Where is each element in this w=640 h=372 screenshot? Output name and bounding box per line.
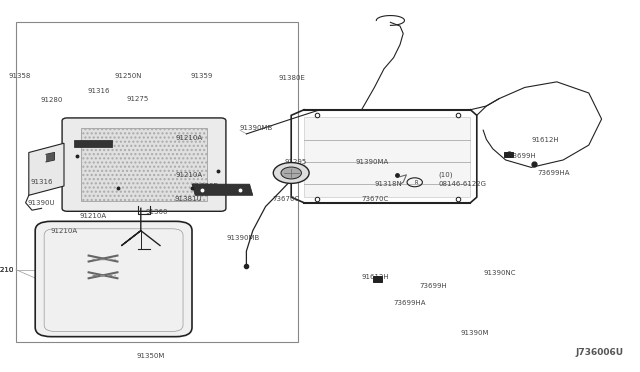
Text: 91390MB: 91390MB <box>227 235 260 241</box>
FancyBboxPatch shape <box>35 221 192 337</box>
Text: 73670C: 73670C <box>362 196 389 202</box>
Text: 91358: 91358 <box>8 73 30 79</box>
Text: 91390MA: 91390MA <box>355 159 388 165</box>
Text: 91295: 91295 <box>285 159 307 165</box>
Circle shape <box>281 167 301 179</box>
Text: 73699H: 73699H <box>419 283 447 289</box>
Text: 91275: 91275 <box>127 96 148 102</box>
Polygon shape <box>74 140 112 147</box>
Bar <box>16 22 298 342</box>
Text: 91390M: 91390M <box>461 330 490 336</box>
Text: 91360: 91360 <box>145 209 168 215</box>
Text: J736006U: J736006U <box>576 348 624 357</box>
Text: 91316: 91316 <box>30 179 53 185</box>
Text: 91210: 91210 <box>0 267 14 273</box>
Text: 91380E: 91380E <box>278 75 305 81</box>
Text: 91390U: 91390U <box>28 200 56 206</box>
Text: 91210A: 91210A <box>79 213 106 219</box>
Text: 91210: 91210 <box>0 267 14 273</box>
Text: 91359: 91359 <box>191 73 212 79</box>
Text: R: R <box>414 180 418 185</box>
Bar <box>373 276 382 282</box>
Text: 91280: 91280 <box>40 97 62 103</box>
Text: 91210A: 91210A <box>175 172 202 178</box>
FancyBboxPatch shape <box>62 118 226 211</box>
Text: 91250N: 91250N <box>115 73 141 79</box>
Bar <box>304 117 470 197</box>
Polygon shape <box>192 184 253 195</box>
Text: 91381U: 91381U <box>175 196 203 202</box>
Text: 91380E: 91380E <box>191 183 218 189</box>
Text: 91316: 91316 <box>88 88 111 94</box>
Text: 91210A: 91210A <box>51 228 77 234</box>
Text: 91612H: 91612H <box>531 137 559 142</box>
Bar <box>81 128 207 201</box>
Text: 08146-6122G: 08146-6122G <box>438 181 486 187</box>
Text: 91210A: 91210A <box>175 135 202 141</box>
Text: 91210: 91210 <box>0 267 14 273</box>
Text: 91390MB: 91390MB <box>240 125 273 131</box>
Bar <box>504 152 513 157</box>
Text: 73699HA: 73699HA <box>538 170 570 176</box>
Text: 73670C: 73670C <box>272 196 300 202</box>
Text: 91612H: 91612H <box>362 274 389 280</box>
Text: 91318N: 91318N <box>374 181 402 187</box>
Text: 91350M: 91350M <box>136 353 164 359</box>
Polygon shape <box>29 143 64 195</box>
Text: 73699HA: 73699HA <box>394 300 426 306</box>
Circle shape <box>273 163 309 183</box>
Text: 91390NC: 91390NC <box>483 270 516 276</box>
Polygon shape <box>46 153 54 162</box>
Text: (10): (10) <box>438 171 453 178</box>
Text: 73699H: 73699H <box>509 153 536 159</box>
